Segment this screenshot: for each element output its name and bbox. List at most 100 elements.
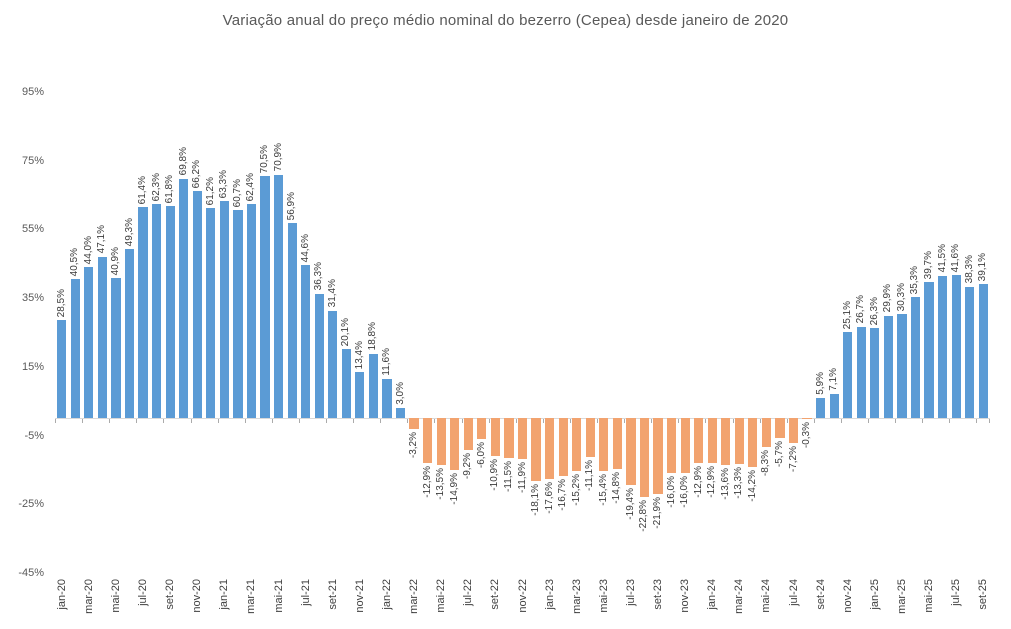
x-axis-tick-label: jul-21 (299, 579, 312, 606)
bar-value-label: 35,3% (909, 265, 921, 295)
bar (653, 418, 663, 494)
bar-value-label: 20,1% (340, 317, 352, 347)
x-axis-tick-label: jan-21 (218, 579, 231, 610)
y-axis: 95% 75% 55% 35% 15% -5% -25% -45% (0, 0, 46, 629)
x-axis-tick-label: mai-22 (435, 579, 448, 613)
axis-tick-mark (814, 419, 815, 424)
bar (97, 256, 108, 419)
bar-value-label: 56,9% (286, 191, 298, 220)
axis-tick-mark (976, 419, 977, 424)
y-axis-tick-label: 35% (21, 292, 44, 305)
bar-value-label: -7,2% (787, 446, 799, 473)
x-axis-tick-label: nov-21 (353, 579, 366, 613)
bar (84, 267, 94, 419)
bar-value-label: 30,3% (895, 282, 907, 312)
bar (775, 418, 785, 438)
x-axis-tick-label: mai-21 (272, 579, 285, 613)
bar-value-label: -14,2% (746, 470, 758, 502)
bar-value-label: 47,1% (96, 225, 108, 254)
bar-value-label: 40,5% (69, 247, 81, 277)
bar-value-label: -13,5% (435, 467, 447, 500)
bar (70, 279, 80, 419)
bar-value-label: -17,6% (543, 481, 555, 514)
x-axis-tick-label: jul-20 (137, 579, 150, 606)
bar (382, 378, 392, 419)
bar-value-label: -19,4% (624, 488, 636, 520)
axis-tick-mark (380, 419, 381, 424)
x-axis-tick-label: mar-23 (570, 579, 583, 614)
bar-value-label: -13,3% (733, 467, 745, 499)
bar (517, 418, 528, 460)
bar-value-label: 61,4% (137, 176, 149, 205)
bar (802, 418, 812, 420)
axis-tick-mark (868, 419, 869, 424)
bar (246, 204, 257, 419)
bar-value-label: -0,3% (801, 422, 813, 449)
bar-value-label: 40,9% (109, 246, 121, 275)
bar-value-label: 44,6% (299, 233, 311, 263)
axis-tick-mark (55, 419, 56, 424)
bar-value-label: -11,1% (584, 459, 596, 491)
bar (409, 418, 419, 430)
bar-value-label: -12,9% (692, 465, 704, 498)
bar-value-label: -22,8% (638, 499, 650, 532)
bar-value-label: 62,3% (150, 173, 162, 202)
bar-value-label: 61,2% (204, 176, 216, 206)
bar (585, 418, 595, 457)
x-axis-tick-label: nov-20 (191, 579, 204, 613)
bar (897, 314, 907, 419)
bar (910, 297, 921, 419)
x-axis-tick-label: jan-25 (868, 579, 881, 610)
x-axis-tick-label: mar-22 (408, 579, 421, 614)
bar-value-label: -18,1% (530, 483, 542, 516)
bar (57, 320, 67, 419)
bar-value-label: 36,3% (313, 262, 325, 291)
bar (707, 418, 717, 463)
bar-value-label: 11,6% (380, 347, 392, 376)
bar (328, 310, 338, 419)
bar-value-label: 41,6% (950, 244, 962, 273)
bar (152, 204, 162, 419)
bar-value-label: 7,1% (828, 368, 840, 391)
bar-value-label: 44,0% (82, 235, 94, 265)
bar-value-label: 26,3% (868, 296, 880, 326)
bar (978, 284, 988, 419)
bar (111, 277, 121, 419)
bar-value-label: 61,8% (164, 174, 176, 204)
bar-value-label: 41,5% (936, 244, 948, 273)
bar-value-label: 13,4% (353, 341, 365, 370)
bar-value-label: -5,7% (773, 440, 785, 468)
bar-value-label: 29,9% (882, 284, 894, 313)
bar (463, 418, 473, 450)
x-axis-tick-label: mar-25 (895, 579, 908, 614)
axis-tick-mark (245, 419, 246, 424)
bar (395, 408, 406, 419)
bar (721, 418, 731, 466)
bar (206, 208, 216, 419)
bar-value-label: -6,0% (475, 442, 487, 469)
bar (544, 418, 555, 479)
bar (477, 418, 487, 439)
bar (124, 249, 135, 419)
bar (856, 326, 866, 419)
bar-value-label: 26,7% (855, 295, 867, 324)
x-axis-tick-label: nov-22 (516, 579, 529, 613)
axis-tick-mark (949, 419, 950, 424)
x-axis-tick-label: jul-23 (624, 579, 637, 606)
bar-value-label: -10,9% (489, 458, 501, 491)
bar-value-label: -13,6% (719, 468, 731, 500)
x-axis-tick-label: set-24 (814, 579, 827, 610)
y-axis-tick-label: 95% (21, 86, 44, 98)
x-axis-tick-label: mar-21 (245, 579, 258, 614)
x-axis-tick-label: jul-22 (462, 579, 475, 606)
bar (287, 222, 297, 419)
bar (138, 207, 148, 419)
x-axis-tick-label: mar-20 (82, 579, 95, 614)
bar-value-label: -21,9% (652, 496, 663, 529)
bar-value-label: 5,9% (814, 372, 826, 396)
bar (829, 393, 839, 419)
x-axis-tick-label: set-20 (164, 579, 177, 610)
bar (883, 315, 893, 419)
bar (531, 418, 541, 481)
bar-value-label: 28,5% (55, 289, 67, 318)
